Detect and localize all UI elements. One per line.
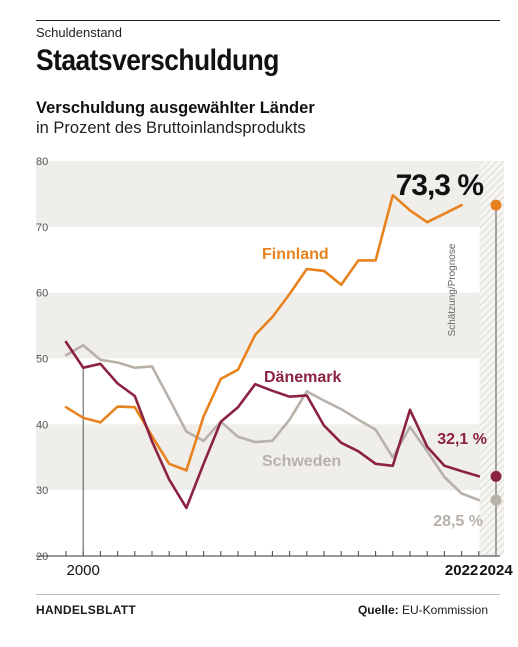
end-point-schweden bbox=[490, 494, 502, 506]
y-tick-label-50: 50 bbox=[36, 354, 48, 366]
series-label-finnland: Finnland bbox=[262, 246, 329, 263]
forecast-area bbox=[479, 161, 504, 556]
footer-rule bbox=[36, 594, 500, 595]
series-line-schweden bbox=[64, 344, 481, 502]
band-70-80 bbox=[36, 161, 500, 227]
end-value-schweden: 28,5 % bbox=[433, 513, 483, 530]
chart-labels: Finnland Dänemark Schweden 32,1 % 28,5 % 73,3… bbox=[262, 169, 487, 530]
forecast-label: Schätzung/Prognose bbox=[447, 243, 458, 336]
series-label-schweden: Schweden bbox=[262, 453, 341, 470]
y-axis: 20 30 40 50 60 70 80 bbox=[36, 156, 48, 563]
series-line-finnland bbox=[64, 193, 463, 472]
x-axis: 2000 2022 2024 bbox=[36, 551, 513, 579]
highlight-value-finnland: 73,3 % bbox=[396, 169, 484, 202]
band-50-60 bbox=[36, 292, 500, 359]
kicker: Schuldenstand bbox=[36, 25, 123, 40]
y-tick-label-80: 80 bbox=[36, 156, 48, 168]
y-tick-label-30: 30 bbox=[36, 485, 48, 497]
source-label: Quelle: bbox=[357, 603, 399, 617]
x-tick-label-2024: 2024 bbox=[479, 562, 513, 579]
end-point-finnland bbox=[490, 199, 502, 211]
y-tick-label-40: 40 bbox=[36, 419, 48, 431]
end-point-dänemark bbox=[490, 470, 502, 482]
series-line-dänemark bbox=[64, 340, 481, 510]
chart-subtitle: in Prozent des Bruttoinlandsprodukts bbox=[36, 119, 306, 137]
line-chart: 20 30 40 50 60 70 80 2000 2022 2024 Finnland Däne… bbox=[36, 156, 513, 579]
end-value-daenemark: 32,1 % bbox=[437, 431, 487, 448]
y-tick-label-70: 70 bbox=[36, 222, 48, 234]
y-tick-label-20: 20 bbox=[36, 551, 48, 563]
series-label-dänemark: Dänemark bbox=[264, 369, 341, 386]
top-rule bbox=[36, 20, 500, 21]
series-lines bbox=[64, 193, 502, 556]
x-tick-label-2000: 2000 bbox=[67, 562, 100, 579]
brand-label: HANDELSBLATT bbox=[36, 603, 137, 617]
page-title: Staatsverschuldung bbox=[36, 44, 279, 77]
x-tick-label-2022: 2022 bbox=[445, 562, 478, 579]
y-tick-label-60: 60 bbox=[36, 288, 48, 300]
chart-title: Verschuldung ausgewählter Länder bbox=[36, 99, 315, 117]
source-credit: Quelle: EU-Kommission bbox=[358, 603, 488, 617]
source-name: EU-Kommission bbox=[401, 603, 488, 617]
